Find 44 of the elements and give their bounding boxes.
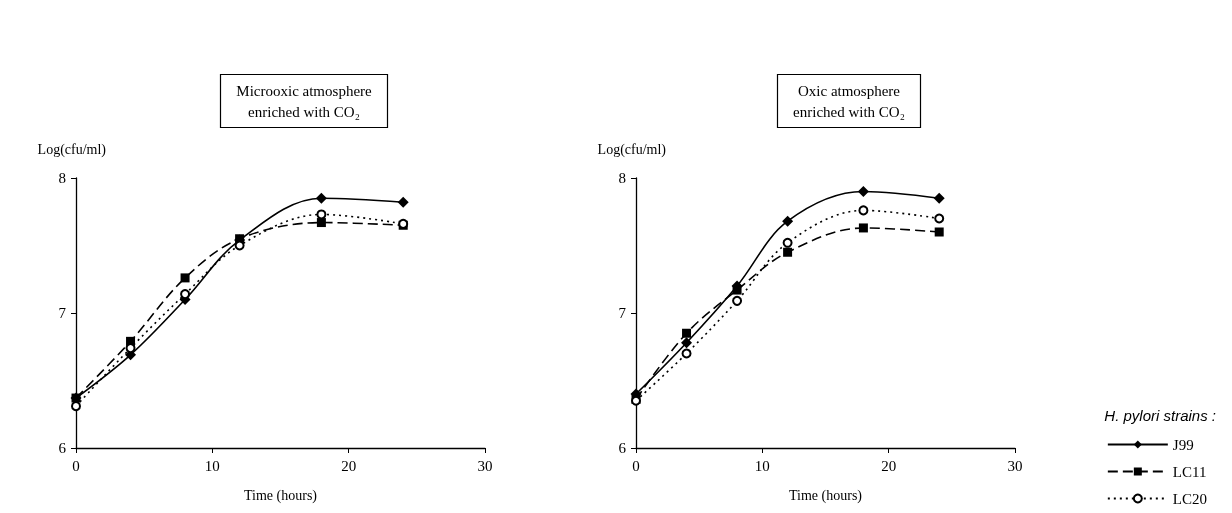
legend-label: J99 — [1172, 436, 1194, 453]
point — [681, 337, 693, 349]
point — [934, 213, 945, 224]
point — [783, 247, 793, 257]
point — [933, 192, 945, 204]
y-tick-label: 8 — [618, 170, 626, 186]
y-tick-label: 7 — [58, 305, 67, 321]
x-tick-label: 0 — [632, 457, 640, 474]
point — [782, 237, 793, 248]
x-tick-label: 30 — [1007, 457, 1023, 474]
x-axis-title: Time (hours) — [789, 487, 863, 504]
point — [71, 401, 81, 412]
point — [732, 295, 743, 306]
y-tick-label: 7 — [618, 305, 627, 321]
x-tick-label: 10 — [754, 457, 770, 474]
legend-label: LC11 — [1172, 463, 1207, 480]
point — [316, 209, 327, 220]
point — [782, 215, 794, 227]
legend-title: H. pylori strains : — [1104, 407, 1217, 424]
y-tick-label: 8 — [58, 170, 66, 186]
x-tick-label: 0 — [72, 457, 80, 474]
point — [934, 227, 944, 237]
point — [315, 192, 327, 204]
point — [858, 205, 869, 216]
x-tick-label: 20 — [341, 457, 357, 474]
y-tick-label: 6 — [618, 440, 627, 456]
y-tick-label: 6 — [58, 440, 67, 456]
legend-label: LC20 — [1172, 490, 1207, 507]
point — [316, 218, 326, 228]
x-axis-title: Time (hours) — [244, 487, 318, 504]
x-tick-label: 10 — [204, 457, 220, 474]
y-axis-title: Log(cfu/ml) — [597, 141, 667, 158]
point — [397, 196, 409, 208]
chart-title: Microoxic atmosphere enriched with CO₂ — [236, 82, 373, 120]
point — [681, 348, 692, 359]
point — [180, 273, 190, 283]
point — [732, 285, 742, 295]
chart-title: Oxic atmosphere enriched with CO₂ — [793, 82, 905, 120]
point — [858, 223, 868, 233]
x-tick-label: 20 — [881, 457, 897, 474]
point — [682, 328, 692, 338]
y-axis-title: Log(cfu/ml) — [37, 141, 107, 158]
point — [857, 186, 869, 197]
x-tick-label: 30 — [477, 457, 493, 474]
